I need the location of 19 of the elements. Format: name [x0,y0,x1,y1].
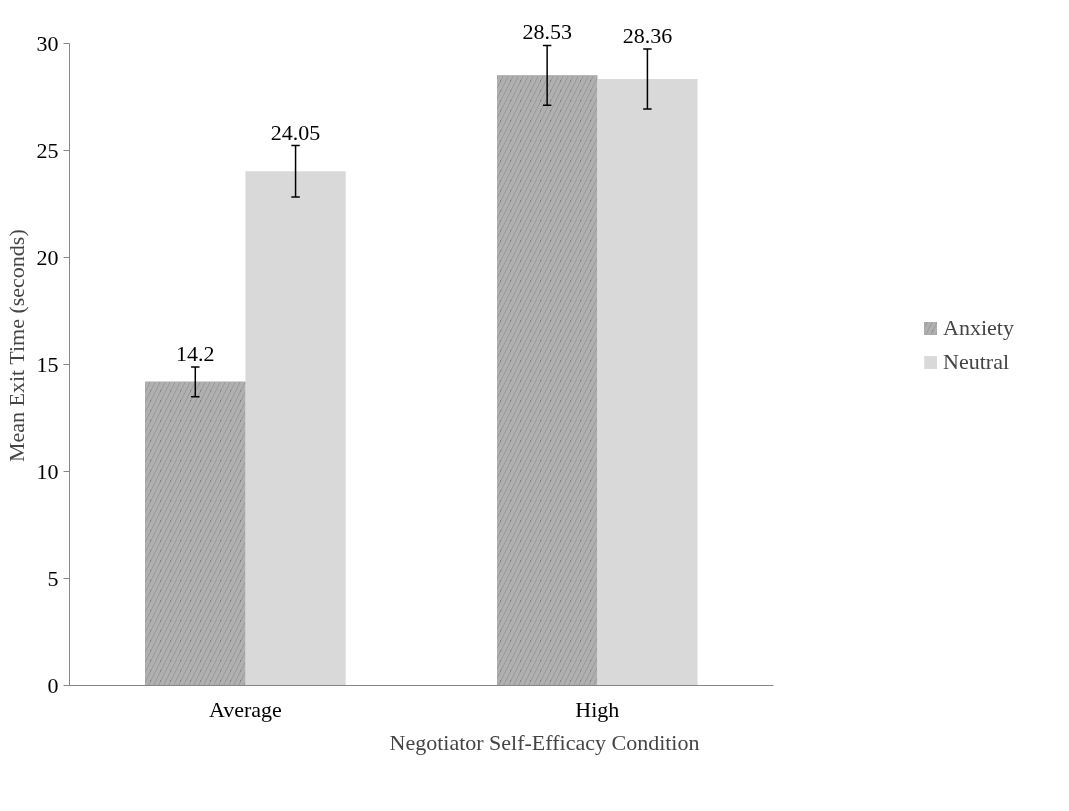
data-label: 28.36 [622,23,673,49]
legend-label: Neutral [943,349,1010,375]
y-tick-label: 0 [47,672,59,698]
legend-label: Anxiety [943,315,1014,341]
y-tick-label: 15 [36,351,59,377]
y-tick-label: 5 [47,565,59,591]
x-tick-label: High [575,696,620,722]
y-tick-label: 30 [36,30,59,56]
x-axis-title: Negotiator Self-Efficacy Condition [389,729,700,755]
y-axis-title: Mean Exit Time (seconds) [3,229,29,463]
y-tick-label: 10 [36,458,59,484]
y-tick-label: 20 [36,244,59,270]
bar [597,79,698,686]
data-label: 14.2 [176,340,215,366]
data-label: 24.05 [270,119,321,145]
x-tick-label: Average [208,696,282,722]
data-label: 28.53 [522,19,572,45]
bar [245,171,346,686]
y-tick-label: 25 [36,137,59,163]
